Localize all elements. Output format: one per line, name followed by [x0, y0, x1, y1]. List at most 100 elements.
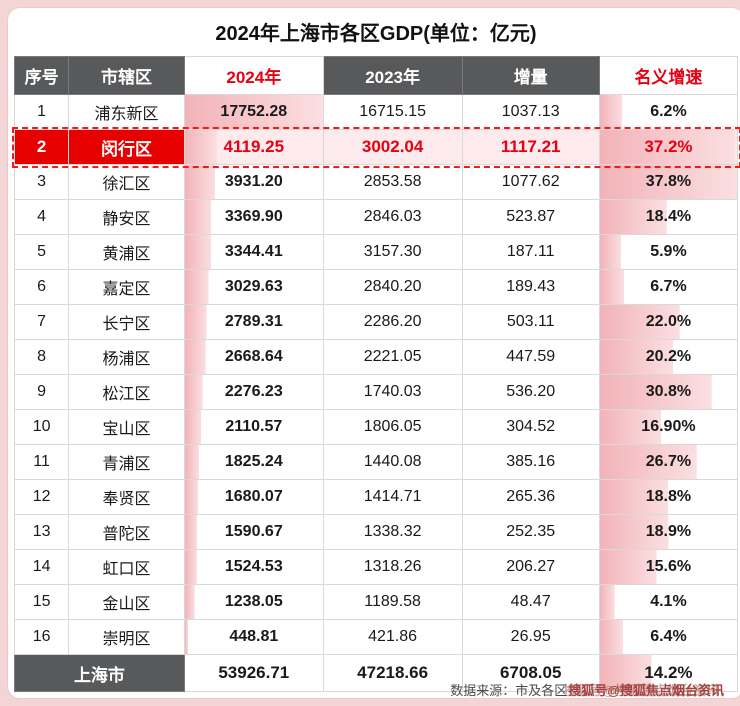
district-cell: 普陀区	[68, 514, 185, 550]
gdp-2024-cell: 2789.31	[183, 304, 324, 340]
table-row: 13 普陀区 1590.67 1338.32 252.35 18.9%	[13, 514, 739, 550]
growth-cell: 6.4%	[598, 619, 739, 655]
total-label: 上海市	[14, 654, 185, 692]
delta-cell: 503.11	[461, 304, 600, 340]
district-cell: 宝山区	[68, 409, 185, 445]
source-note: 数据来源：市及各区搜狐号@搜狐焦点烟台资讯	[450, 680, 724, 699]
gdp-2024-cell: 3344.41	[183, 234, 324, 270]
table-row: 16 崇明区 448.81 421.86 26.95 6.4%	[13, 619, 739, 655]
gdp-2023-cell: 421.86	[322, 619, 463, 655]
rank-cell: 2	[13, 129, 70, 165]
delta-cell: 48.47	[461, 584, 600, 620]
table-row: 15 金山区 1238.05 1189.58 48.47 4.1%	[13, 584, 739, 620]
total-growth: 14.2%	[598, 654, 739, 692]
gdp-2024-cell: 1590.67	[183, 514, 324, 550]
growth-cell: 22.0%	[598, 304, 739, 340]
growth-cell: 5.9%	[598, 234, 739, 270]
district-cell: 浦东新区	[68, 94, 185, 130]
gdp-2024-cell: 17752.28	[183, 94, 324, 130]
table-row: 7 长宁区 2789.31 2286.20 503.11 22.0%	[13, 304, 739, 340]
gdp-2023-cell: 2221.05	[322, 339, 463, 375]
delta-cell: 1117.21	[461, 129, 600, 165]
delta-cell: 385.16	[461, 444, 600, 480]
delta-cell: 536.20	[461, 374, 600, 410]
gdp-2023-cell: 2846.03	[322, 199, 463, 235]
gdp-2023-cell: 1440.08	[322, 444, 463, 480]
total-gdp-2023: 47218.66	[322, 654, 463, 692]
delta-cell: 187.11	[461, 234, 600, 270]
table-row: 3 徐汇区 3931.20 2853.58 1077.62 37.8%	[13, 164, 739, 200]
growth-cell: 30.8%	[598, 374, 739, 410]
rank-cell: 10	[13, 409, 70, 445]
growth-cell: 16.90%	[598, 409, 739, 445]
gdp-2024-cell: 2668.64	[183, 339, 324, 375]
col-header-delta: 增量	[461, 56, 600, 95]
total-gdp-2024: 53926.71	[183, 654, 324, 692]
rank-cell: 14	[13, 549, 70, 585]
total-delta: 6708.05	[461, 654, 600, 692]
growth-cell: 15.6%	[598, 549, 739, 585]
district-cell: 闵行区	[68, 129, 185, 165]
gdp-2024-cell: 2276.23	[183, 374, 324, 410]
gdp-2024-cell: 1680.07	[183, 479, 324, 515]
rank-cell: 4	[13, 199, 70, 235]
district-cell: 奉贤区	[68, 479, 185, 515]
table-row: 12 奉贤区 1680.07 1414.71 265.36 18.8%	[13, 479, 739, 515]
gdp-2024-cell: 3029.63	[183, 269, 324, 305]
gdp-2023-cell: 1414.71	[322, 479, 463, 515]
delta-cell: 206.27	[461, 549, 600, 585]
rank-cell: 6	[13, 269, 70, 305]
table-row: 5 黄浦区 3344.41 3157.30 187.11 5.9%	[13, 234, 739, 270]
gdp-2024-cell: 2110.57	[183, 409, 324, 445]
col-header-district: 市辖区	[68, 56, 185, 95]
district-cell: 长宁区	[68, 304, 185, 340]
gdp-2023-cell: 2286.20	[322, 304, 463, 340]
col-header-2024: 2024年	[183, 56, 324, 95]
delta-cell: 304.52	[461, 409, 600, 445]
growth-cell: 37.2%	[598, 129, 739, 165]
watermark-text: 搜狐号@搜狐焦点烟台资讯	[568, 683, 724, 698]
table-row: 1 浦东新区 17752.28 16715.15 1037.13 6.2%	[13, 94, 739, 130]
rank-cell: 16	[13, 619, 70, 655]
delta-cell: 1037.13	[461, 94, 600, 130]
table-row: 4 静安区 3369.90 2846.03 523.87 18.4%	[13, 199, 739, 235]
delta-cell: 1077.62	[461, 164, 600, 200]
district-cell: 金山区	[68, 584, 185, 620]
table-row: 8 杨浦区 2668.64 2221.05 447.59 20.2%	[13, 339, 739, 375]
rank-cell: 11	[13, 444, 70, 480]
gdp-2023-cell: 1318.26	[322, 549, 463, 585]
growth-cell: 37.8%	[598, 164, 739, 200]
source-text: 数据来源：市及各区	[450, 683, 568, 698]
table-row: 11 青浦区 1825.24 1440.08 385.16 26.7%	[13, 444, 739, 480]
district-cell: 黄浦区	[68, 234, 185, 270]
growth-cell: 18.9%	[598, 514, 739, 550]
district-cell: 杨浦区	[68, 339, 185, 375]
rank-cell: 3	[13, 164, 70, 200]
gdp-2024-cell: 4119.25	[183, 129, 324, 165]
district-cell: 青浦区	[68, 444, 185, 480]
gdp-2023-cell: 2853.58	[322, 164, 463, 200]
gdp-2024-cell: 1238.05	[183, 584, 324, 620]
growth-cell: 18.8%	[598, 479, 739, 515]
delta-cell: 252.35	[461, 514, 600, 550]
rank-cell: 15	[13, 584, 70, 620]
col-header-2023: 2023年	[322, 56, 463, 95]
district-cell: 嘉定区	[68, 269, 185, 305]
gdp-table: 序号 市辖区 2024年 2023年 增量 名义增速 1 浦东新区 17752.28…	[11, 56, 740, 692]
gdp-2023-cell: 3002.04	[322, 129, 463, 165]
table-row: 9 松江区 2276.23 1740.03 536.20 30.8%	[13, 374, 739, 410]
gdp-2024-cell: 1524.53	[183, 549, 324, 585]
rank-cell: 1	[13, 94, 70, 130]
gdp-2023-cell: 1740.03	[322, 374, 463, 410]
gdp-2023-cell: 1338.32	[322, 514, 463, 550]
gdp-2024-cell: 3931.20	[183, 164, 324, 200]
rank-cell: 7	[13, 304, 70, 340]
growth-cell: 4.1%	[598, 584, 739, 620]
gdp-2024-cell: 1825.24	[183, 444, 324, 480]
delta-cell: 265.36	[461, 479, 600, 515]
gdp-card: 2024年上海市各区GDP(单位：亿元) 序号 市辖区 2024年 2023年 …	[8, 8, 740, 698]
col-header-rank: 序号	[13, 56, 70, 95]
district-cell: 虹口区	[68, 549, 185, 585]
table-body: 1 浦东新区 17752.28 16715.15 1037.13 6.2% 2 闵行区 4119…	[11, 94, 740, 655]
gdp-2024-cell: 3369.90	[183, 199, 324, 235]
